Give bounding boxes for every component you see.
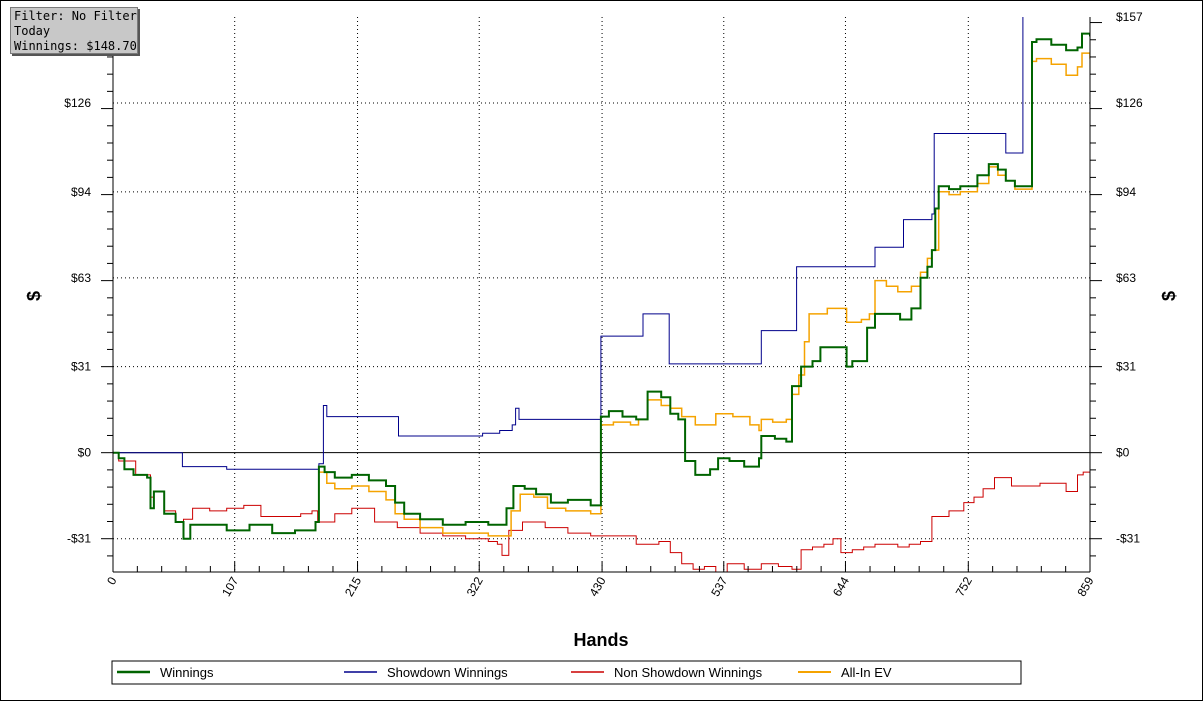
x-tick-label: 107 [219, 574, 241, 599]
x-tick-label: 752 [953, 574, 975, 599]
y-axis-title-left: $ [24, 291, 44, 301]
x-tick-label: 644 [830, 574, 852, 599]
x-axis-title: Hands [573, 630, 628, 650]
legend-label: Showdown Winnings [387, 665, 508, 680]
legend-label: Non Showdown Winnings [614, 665, 763, 680]
y-tick-label-right: $126 [1116, 96, 1143, 110]
filter-label: Filter: No Filter [14, 9, 137, 23]
legend: Winnings Showdown Winnings Non Showdown Wi… [111, 660, 1022, 685]
y-axis-title-right: $ [1159, 291, 1179, 301]
x-tick-label: 215 [342, 574, 364, 599]
legend-label: All-In EV [841, 665, 892, 680]
y-tick-label-right: $63 [1116, 271, 1136, 285]
series-line-showdown-winnings [113, 17, 1024, 470]
filter-info-box: Filter: No Filter Today Winnings: $148.7… [10, 7, 138, 54]
y-tick-label-right: $0 [1116, 446, 1130, 460]
series-lines [113, 17, 1090, 572]
y-tick-label-left: $0 [78, 446, 92, 460]
winnings-label: Winnings: $148.70 [14, 39, 137, 53]
y-tick-label-left: -$31 [67, 532, 91, 546]
period-label: Today [14, 24, 51, 38]
y-tick-label-left: $63 [71, 271, 91, 285]
series-line-all-in-ev [318, 52, 1090, 537]
y-tick-label-right: $31 [1116, 360, 1136, 374]
y-tick-label-right: -$31 [1116, 532, 1140, 546]
y-tick-label-left: $31 [71, 360, 91, 374]
x-tick-label: 322 [464, 574, 486, 599]
y-tick-label-left: $94 [71, 185, 91, 199]
x-tick-label: 0 [104, 574, 120, 587]
y-tick-label-right: $157 [1116, 10, 1143, 24]
x-tick-label: 859 [1074, 574, 1096, 599]
legend-label: Winnings [160, 665, 214, 680]
series-line-non-showdown-winnings [113, 452, 1090, 572]
y-tick-label-left: $126 [64, 96, 91, 110]
series-line-winnings [113, 32, 1090, 540]
x-tick-label: 537 [708, 574, 730, 599]
y-tick-label-right: $94 [1116, 185, 1136, 199]
x-tick-label: 430 [587, 574, 609, 599]
